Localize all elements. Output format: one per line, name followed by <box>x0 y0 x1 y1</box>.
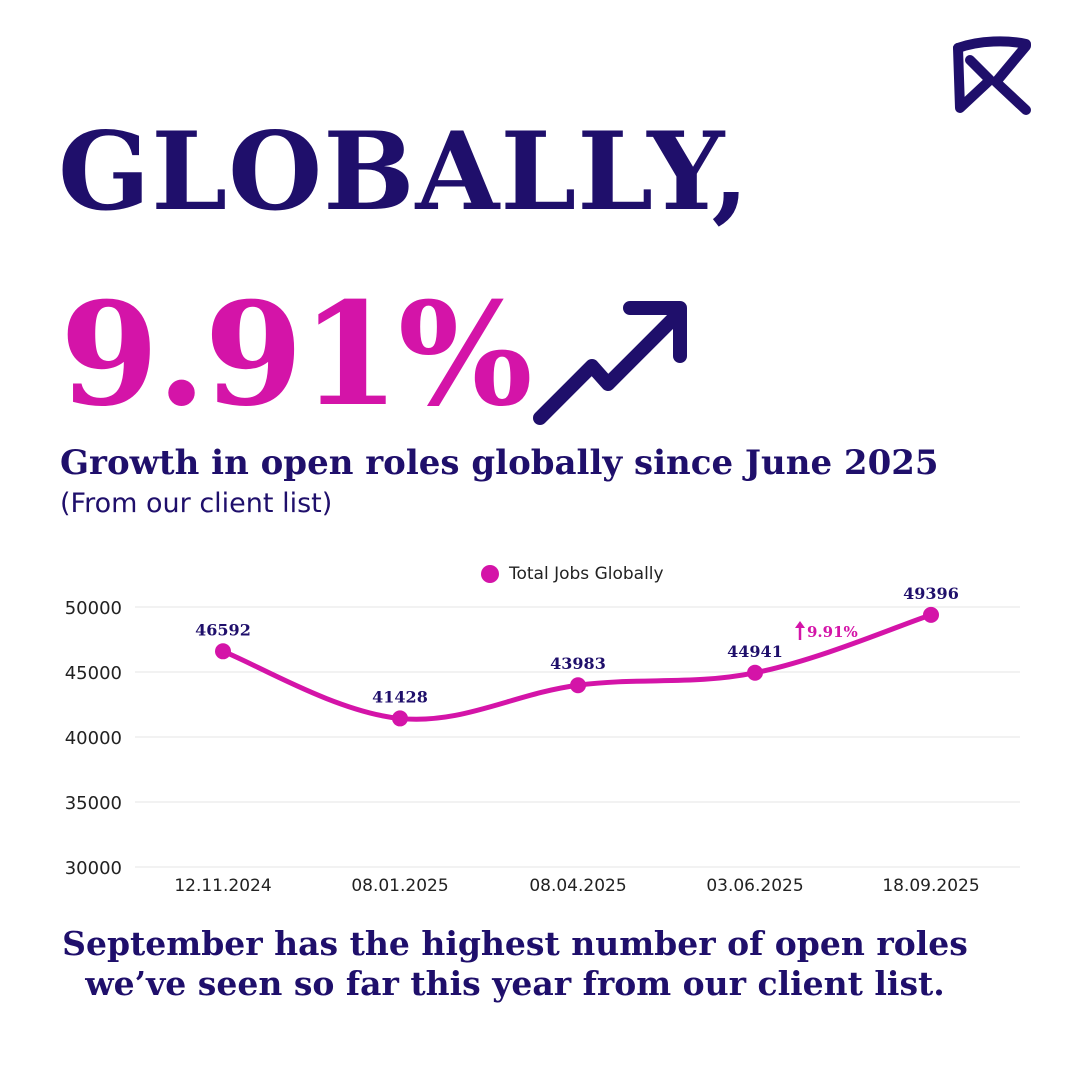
data-point <box>392 710 408 727</box>
growth-annotation: 9.91% <box>807 623 858 641</box>
data-label: 46592 <box>195 620 251 639</box>
y-tick-label: 50000 <box>65 598 122 619</box>
trend-up-arrow-icon <box>533 301 687 425</box>
headline: GLOBALLY, <box>58 109 751 235</box>
x-tick-label: 18.09.2025 <box>882 876 979 896</box>
data-label: 43983 <box>550 654 606 673</box>
data-point <box>747 664 763 681</box>
footer-line-2: we’ve seen so far this year from our cli… <box>85 964 945 1004</box>
subtitle: Growth in open roles globally since June… <box>60 443 939 483</box>
data-point <box>570 677 586 694</box>
up-arrow-icon <box>795 621 805 640</box>
data-label: 44941 <box>727 642 783 661</box>
brand-logo-icon <box>953 36 1031 115</box>
data-label: 41428 <box>372 687 428 706</box>
x-tick-label: 12.11.2024 <box>174 876 271 896</box>
legend-label: Total Jobs Globally <box>508 564 664 584</box>
y-tick-label: 45000 <box>65 663 122 684</box>
footer-statement: September has the highest number of open… <box>0 924 1030 1005</box>
growth-percentage: 9.91% <box>60 272 533 438</box>
y-tick-label: 30000 <box>65 858 122 879</box>
line-chart: 50000 45000 40000 35000 30000 12.11.2024 08.01… <box>65 564 1020 896</box>
x-tick-label: 08.04.2025 <box>529 876 626 896</box>
legend-marker <box>481 565 499 583</box>
x-tick-label: 03.06.2025 <box>706 876 803 896</box>
y-tick-label: 35000 <box>65 793 122 814</box>
x-tick-label: 08.01.2025 <box>351 876 448 896</box>
subnote: (From our client list) <box>60 488 333 519</box>
y-tick-label: 40000 <box>65 728 122 749</box>
data-label: 49396 <box>903 584 959 603</box>
data-point <box>215 643 231 660</box>
footer-line-1: September has the highest number of open… <box>62 924 968 963</box>
data-point <box>923 606 939 623</box>
